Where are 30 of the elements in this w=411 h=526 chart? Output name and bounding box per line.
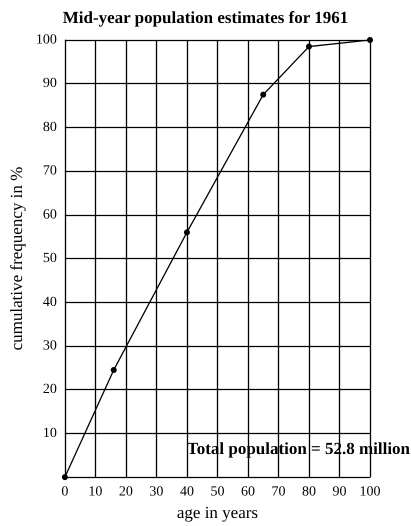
y-tick-label: 90	[42, 76, 57, 92]
point	[306, 44, 312, 50]
y-tick-label: 20	[42, 382, 57, 398]
y-tick-label: 40	[42, 294, 57, 310]
x-tick-label: 90	[332, 484, 346, 500]
y-tick-label: 100	[36, 32, 57, 48]
point	[62, 474, 68, 480]
y-tick-label: 60	[42, 207, 57, 222]
point	[367, 37, 373, 43]
y-tick-label: 70	[42, 164, 57, 179]
x-tick-label: 60	[240, 484, 255, 500]
x-tick-label: 0	[61, 484, 68, 500]
point	[260, 92, 266, 98]
y-tick-label: 50	[42, 251, 57, 266]
y-axis-title: cumulative frequency in %	[7, 166, 26, 350]
x-tick-label: 20	[118, 484, 133, 500]
y-tick-label: 30	[42, 338, 57, 354]
point	[184, 229, 190, 236]
x-tick-label: 30	[149, 484, 164, 500]
y-tick-label: 10	[42, 426, 57, 441]
x-tick-label: 80	[302, 484, 316, 500]
x-tick-label: 40	[180, 484, 194, 500]
x-axis-title: age in years	[176, 503, 258, 522]
point	[110, 367, 117, 374]
x-tick-label: 70	[271, 484, 286, 500]
chart-title: Mid-year population estimates for 1961	[62, 8, 348, 27]
x-tick-label: 50	[210, 484, 224, 500]
x-tick-label: 10	[88, 484, 102, 500]
x-tick-label: 100	[360, 484, 380, 500]
y-tick-label: 80	[42, 120, 57, 135]
